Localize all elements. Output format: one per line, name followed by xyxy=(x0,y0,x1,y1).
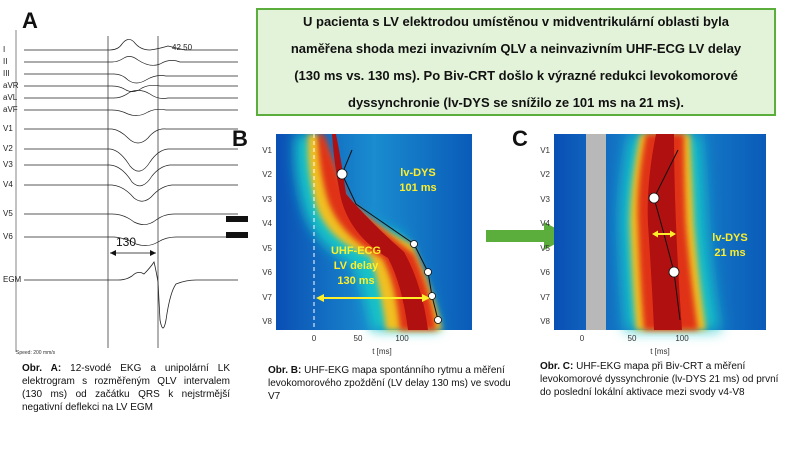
caption-c-prefix: Obr. C: xyxy=(540,361,574,372)
uhf-map-c: lv-DYS 21 ms V1 V2 V3 V4 V5 V6 V7 V8 0 5… xyxy=(540,134,766,356)
b-xtick-0: 0 xyxy=(312,334,317,343)
b-lead-v4: V4 xyxy=(262,219,272,228)
b-lead-v2: V2 xyxy=(262,170,272,179)
b-uhf-label-2: LV delay xyxy=(334,260,379,272)
b-lead-v8: V8 xyxy=(262,317,272,326)
lead-label-iii: III xyxy=(3,69,10,78)
c-xtick-100: 100 xyxy=(675,334,689,343)
lead-label-ii: II xyxy=(3,57,7,66)
lead-label-avr: aVR xyxy=(3,81,19,90)
b-xlabel: t [ms] xyxy=(372,347,392,356)
lead-label-v3: V3 xyxy=(3,160,13,169)
lead-label-v2: V2 xyxy=(3,144,13,153)
lead-label-v6: V6 xyxy=(3,232,13,241)
b-lead-v1: V1 xyxy=(262,146,272,155)
uhf-map-b: lv-DYS 101 ms UHF-ECG LV delay 130 ms V1… xyxy=(262,134,472,356)
c-xtick-50: 50 xyxy=(628,334,637,343)
summary-line-2: naměřena shoda mezi invazivním QLV a nei… xyxy=(290,41,742,56)
lead-label-avf: aVF xyxy=(3,105,18,114)
c-lvdys-label-2: 21 ms xyxy=(714,247,745,259)
c-lvdys-label-1: lv-DYS xyxy=(712,232,747,244)
lead-label-egm: EGM xyxy=(3,275,22,284)
c-xlabel: t [ms] xyxy=(650,347,670,356)
b-uhf-label-1: UHF-ECG xyxy=(331,245,381,257)
c-lead-v3: V3 xyxy=(540,195,550,204)
ecg-panel: A 42.50 I II III aVR aVL aVF V1 V2 V3 V4… xyxy=(0,0,240,360)
summary-line-4: dyssynchronie (lv-DYS se snížilo ze 101 … xyxy=(348,95,684,110)
c-xtick-0: 0 xyxy=(580,334,585,343)
b-lead-v7: V7 xyxy=(262,293,272,302)
b-lvdys-label-2: 101 ms xyxy=(399,182,436,194)
ecg-speed-note: Speed: 200 mm/s xyxy=(16,350,56,356)
lead-label-avl: aVL xyxy=(3,93,18,102)
caption-a-prefix: Obr. A: xyxy=(22,363,62,374)
c-lead-v1: V1 xyxy=(540,146,550,155)
c-lead-v5: V5 xyxy=(540,244,550,253)
b-xtick-100: 100 xyxy=(395,334,409,343)
b-lvdys-label-1: lv-DYS xyxy=(400,167,435,179)
b-uhf-label-3: 130 ms xyxy=(337,275,374,287)
caption-b: Obr. B: UHF-EKG mapa spontánního rytmu a… xyxy=(268,364,514,403)
ecg-corner-value: 42.50 xyxy=(172,43,193,52)
b-lead-v6: V6 xyxy=(262,268,272,277)
equals-sign-top xyxy=(226,216,248,222)
caption-a-text: 12-svodé EKG a unipolární LK elektrogram… xyxy=(22,363,231,413)
lead-label-v5: V5 xyxy=(3,209,13,218)
caption-a: Obr. A: 12-svodé EKG a unipolární LK ele… xyxy=(22,362,230,414)
panel-a-letter: A xyxy=(22,8,38,33)
lead-label-v4: V4 xyxy=(3,180,13,189)
caption-c-text: UHF-EKG mapa při Biv-CRT a měření levoko… xyxy=(540,361,779,398)
ecg-traces: 42.50 I II III aVR aVL aVF V1 V2 V3 V4 V… xyxy=(3,30,238,356)
b-lead-v5: V5 xyxy=(262,244,272,253)
c-lead-v2: V2 xyxy=(540,170,550,179)
c-lead-v8: V8 xyxy=(540,317,550,326)
caption-b-prefix: Obr. B: xyxy=(268,365,302,376)
lead-label-i: I xyxy=(3,45,5,54)
b-lead-v3: V3 xyxy=(262,195,272,204)
equals-sign-bottom xyxy=(226,232,248,238)
panel-b-letter: B xyxy=(232,126,248,151)
qlv-interval-label: 130 xyxy=(116,235,136,249)
lead-label-v1: V1 xyxy=(3,124,13,133)
c-lead-v6: V6 xyxy=(540,268,550,277)
caption-b-text: UHF-EKG mapa spontánního rytmu a měření … xyxy=(268,365,511,402)
summary-line-3: (130 ms vs. 130 ms). Po Biv-CRT došlo k … xyxy=(294,68,738,83)
c-lead-v4: V4 xyxy=(540,219,550,228)
b-xtick-50: 50 xyxy=(354,334,363,343)
panel-c-letter: C xyxy=(512,126,528,151)
caption-c: Obr. C: UHF-EKG mapa při Biv-CRT a měřen… xyxy=(540,360,784,399)
c-lead-v7: V7 xyxy=(540,293,550,302)
summary-box: U pacienta s LV elektrodou umístěnou v m… xyxy=(256,8,776,116)
summary-line-1: U pacienta s LV elektrodou umístěnou v m… xyxy=(303,14,729,29)
